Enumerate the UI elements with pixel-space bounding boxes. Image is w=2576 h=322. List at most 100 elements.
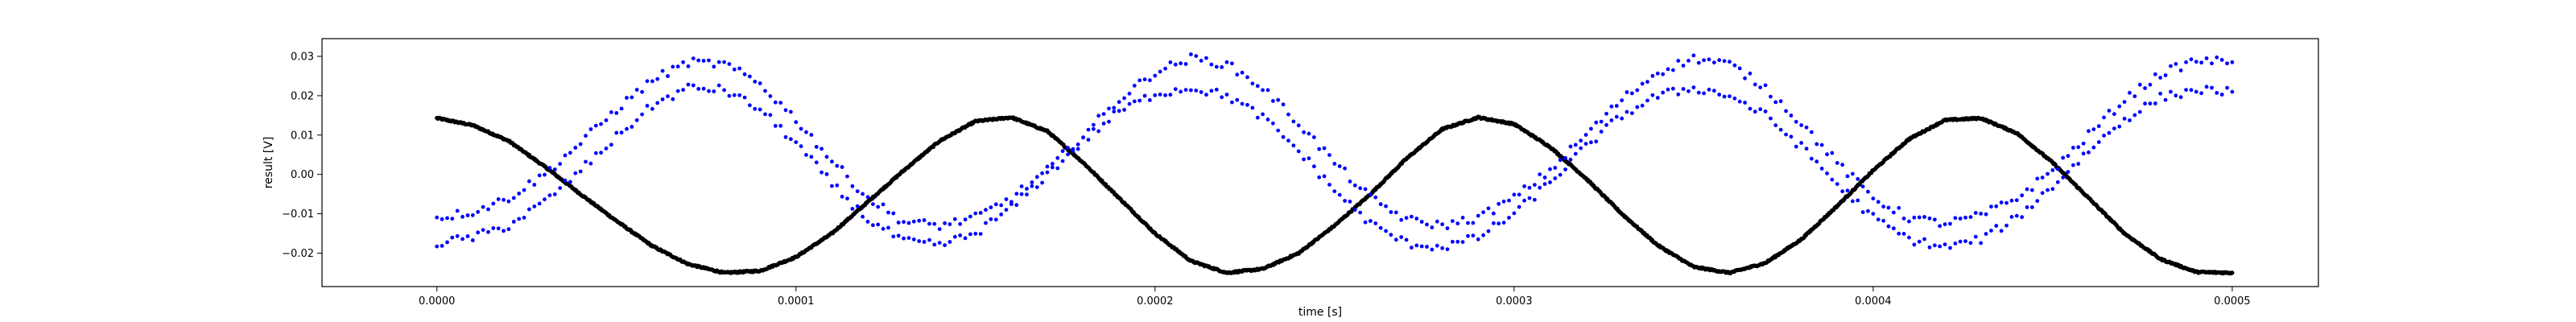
data-point <box>768 113 773 118</box>
data-point <box>511 220 516 224</box>
data-point <box>1737 66 1742 71</box>
data-point <box>758 107 762 112</box>
data-point <box>1127 101 1132 106</box>
data-point <box>1199 90 1203 94</box>
data-point <box>1743 76 1748 80</box>
data-point <box>2137 82 2142 87</box>
data-point <box>614 130 619 135</box>
data-point <box>978 211 983 215</box>
data-point <box>1968 241 1973 246</box>
data-point <box>1635 105 1640 109</box>
data-point <box>1009 202 1013 206</box>
x-tick-label: 0.0003 <box>1496 295 1533 308</box>
data-point <box>1927 216 1932 221</box>
data-point <box>1948 221 1952 226</box>
x-tick-label: 0.0001 <box>778 295 815 308</box>
data-point <box>1630 111 1634 116</box>
data-point <box>558 162 563 167</box>
data-point <box>2071 163 2075 167</box>
data-point <box>1107 106 1111 111</box>
data-point <box>1542 182 1547 187</box>
data-point <box>1051 162 1055 166</box>
data-point <box>2025 187 2029 192</box>
data-point <box>1501 199 1506 204</box>
data-point <box>1265 118 1270 122</box>
data-point <box>1650 73 1655 78</box>
data-point <box>511 196 516 200</box>
data-point <box>2215 55 2219 60</box>
data-point <box>2102 115 2107 120</box>
y-axis-label: result [V] <box>262 137 275 189</box>
data-point <box>1507 198 1511 203</box>
data-point <box>2030 188 2034 192</box>
data-point <box>937 227 942 231</box>
data-point <box>917 239 922 243</box>
data-point <box>1189 52 1193 56</box>
data-point <box>896 221 901 225</box>
data-point <box>1271 99 1275 103</box>
data-point <box>2128 90 2132 95</box>
data-point <box>1994 204 1999 208</box>
data-point <box>2046 171 2050 176</box>
data-point <box>1158 93 1162 97</box>
data-point <box>2020 193 2025 198</box>
data-point <box>2009 198 2014 203</box>
data-point <box>1327 183 1331 187</box>
data-point <box>1092 126 1096 131</box>
data-point <box>1261 88 1265 93</box>
data-point <box>2035 199 2040 204</box>
data-point <box>932 242 937 247</box>
data-point <box>840 165 844 169</box>
data-point <box>1851 171 1855 176</box>
data-point <box>1358 210 1363 215</box>
data-point <box>922 240 927 244</box>
data-point <box>902 236 906 241</box>
data-point <box>2117 124 2122 129</box>
data-point <box>753 80 758 84</box>
data-point <box>558 186 563 191</box>
data-point <box>1337 192 1342 197</box>
data-point <box>543 197 547 202</box>
data-point <box>911 219 916 224</box>
data-point <box>1589 140 1593 145</box>
data-point <box>450 235 455 240</box>
data-point <box>1763 83 1768 88</box>
data-point <box>1573 142 1578 147</box>
data-point <box>952 234 957 239</box>
data-point <box>861 214 865 219</box>
data-point <box>1055 155 1060 160</box>
data-point <box>1866 208 1870 213</box>
data-point <box>783 134 788 139</box>
data-point <box>1101 122 1106 126</box>
data-point <box>655 76 660 81</box>
data-point <box>1414 217 1419 221</box>
data-point <box>804 153 808 157</box>
data-point <box>1594 120 1599 125</box>
data-point <box>701 59 706 63</box>
data-point <box>1583 142 1588 147</box>
data-point <box>675 64 680 69</box>
data-point <box>2132 94 2137 98</box>
data-point <box>604 147 609 151</box>
data-point <box>491 226 496 230</box>
data-point <box>1512 211 1517 216</box>
data-point <box>1979 212 1984 216</box>
plot-area <box>321 38 2319 287</box>
data-point <box>1881 218 1886 223</box>
data-point <box>716 60 721 64</box>
data-point <box>1194 54 1199 58</box>
data-point <box>1445 226 1450 230</box>
data-point <box>778 101 783 105</box>
data-point <box>1419 244 1424 249</box>
data-point <box>993 217 998 222</box>
data-point <box>2091 145 2096 150</box>
data-point <box>824 172 829 176</box>
data-point <box>543 172 547 177</box>
data-point <box>2143 101 2148 106</box>
x-tick-label: 0.0005 <box>2214 295 2251 308</box>
data-point <box>1989 204 1993 209</box>
data-point <box>1666 67 1670 72</box>
data-point <box>2174 62 2178 66</box>
data-point <box>1393 237 1398 242</box>
data-point <box>1404 237 1409 242</box>
